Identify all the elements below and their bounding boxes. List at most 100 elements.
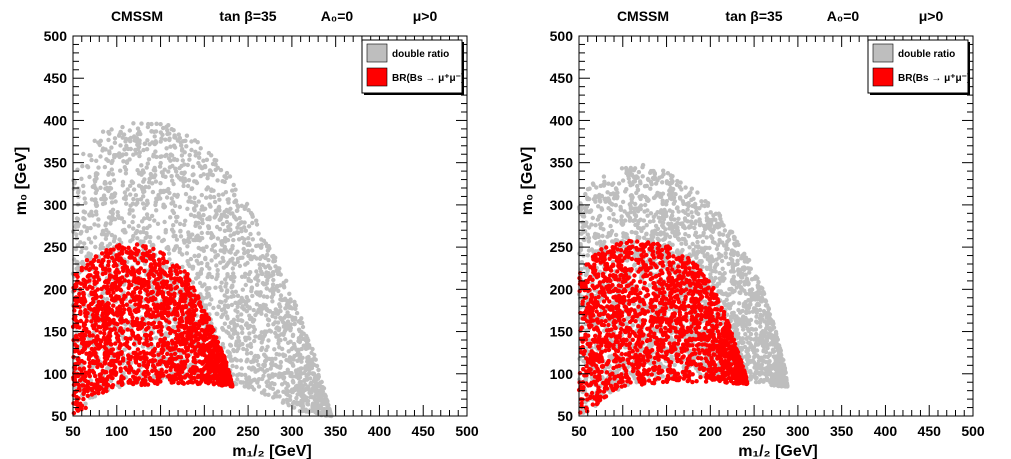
scatter-point — [137, 336, 143, 341]
scatter-point — [246, 236, 251, 241]
scatter-point — [81, 183, 86, 189]
scatter-point — [145, 161, 150, 166]
scatter-point — [151, 246, 156, 252]
scatter-point — [103, 250, 109, 255]
scatter-point — [86, 251, 91, 256]
scatter-point — [113, 365, 118, 370]
scatter-point — [251, 317, 257, 323]
scatter-point — [277, 372, 283, 377]
scatter-point — [215, 178, 220, 183]
scatter-point — [94, 377, 100, 383]
scatter-point — [242, 220, 247, 225]
scatter-point — [254, 282, 260, 287]
scatter-point — [138, 355, 144, 360]
scatter-point — [254, 218, 259, 223]
scatter-point — [245, 260, 250, 266]
scatter-point — [237, 263, 243, 269]
scatter-point — [89, 197, 95, 202]
scatter-point — [158, 303, 164, 308]
scatter-point — [78, 231, 83, 236]
scatter-point — [288, 355, 293, 360]
scatter-point — [100, 129, 106, 134]
scatter-point — [251, 307, 256, 313]
scatter-point — [112, 136, 118, 141]
scatter-point — [179, 143, 184, 148]
scatter-point — [80, 164, 85, 169]
scatter-point — [190, 164, 196, 169]
scatter-point — [199, 192, 204, 198]
scatter-point — [202, 308, 207, 314]
scatter-point — [190, 264, 196, 269]
scatter-point — [88, 225, 93, 231]
scatter-point — [260, 376, 265, 382]
scatter-point — [109, 350, 114, 356]
scatter-point — [136, 376, 142, 381]
scatter-point — [233, 187, 238, 192]
scatter-point — [115, 279, 120, 284]
scatter-point — [130, 219, 135, 225]
scatter-point — [232, 274, 237, 280]
scatter-point — [140, 256, 146, 261]
scatter-point — [125, 187, 130, 192]
scatter-point — [277, 352, 282, 357]
scatter-point — [123, 171, 129, 176]
scatter-point — [122, 190, 128, 195]
scatter-point — [182, 299, 187, 304]
scatter-point — [170, 347, 176, 352]
scatter-point — [127, 207, 133, 213]
scatter-point — [164, 265, 169, 270]
scatter-point — [138, 197, 144, 202]
scatter-point — [207, 335, 212, 340]
scatter-point — [153, 263, 158, 268]
scatter-point — [180, 176, 185, 181]
scatter-point — [114, 310, 120, 315]
scatter-point — [185, 183, 191, 189]
scatter-point — [323, 398, 328, 403]
scatter-point — [176, 265, 182, 270]
scatter-point — [98, 330, 103, 335]
scatter-point — [165, 341, 171, 347]
scatter-point — [99, 251, 105, 256]
scatter-point — [287, 397, 293, 402]
scatter-point — [144, 147, 150, 152]
scatter-point — [140, 201, 146, 206]
scatter-point — [138, 277, 144, 282]
scatter-point — [177, 204, 183, 210]
scatter-point — [162, 336, 168, 341]
scatter-point — [147, 239, 152, 245]
scatter-point — [202, 338, 207, 343]
scatter-point — [116, 338, 121, 344]
y-tick-label: 350 — [44, 155, 68, 171]
scatter-point — [140, 168, 146, 173]
scatter-point — [150, 189, 156, 195]
scatter-point — [120, 275, 125, 280]
scatter-point — [115, 210, 120, 215]
scatter-point — [143, 287, 148, 292]
scatter-point — [224, 170, 230, 176]
scatter-point — [234, 208, 240, 213]
scatter-point — [295, 358, 300, 363]
scatter-point — [229, 302, 235, 308]
scatter-point — [78, 240, 83, 245]
scatter-point — [194, 234, 199, 240]
scatter-point — [156, 341, 161, 347]
scatter-point — [246, 383, 251, 388]
scatter-point — [213, 285, 218, 290]
scatter-point — [134, 294, 139, 299]
scatter-point — [176, 354, 181, 360]
scatter-point — [325, 403, 331, 408]
x-tick-label: 350 — [324, 423, 348, 439]
title-a0: A₀=0 — [321, 8, 354, 24]
scatter-point — [86, 236, 92, 241]
scatter-point — [115, 322, 120, 327]
scatter-point — [113, 273, 119, 278]
scatter-point — [222, 293, 227, 298]
scatter-point — [88, 240, 94, 245]
scatter-point — [168, 266, 173, 272]
scatter-point — [171, 356, 176, 362]
scatter-point — [169, 352, 174, 358]
scatter-point — [244, 376, 249, 381]
scatter-point — [82, 360, 87, 365]
scatter-point — [140, 316, 145, 322]
scatter-point — [105, 244, 111, 249]
